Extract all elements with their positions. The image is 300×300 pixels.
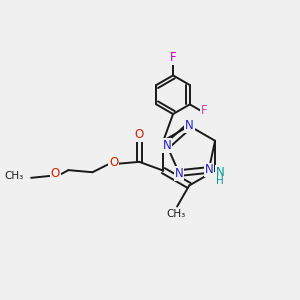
Text: F: F <box>170 51 176 64</box>
Text: CH₃: CH₃ <box>166 209 185 219</box>
Text: N: N <box>216 167 224 179</box>
Text: N: N <box>205 164 213 176</box>
Text: H: H <box>216 176 224 186</box>
Text: CH₃: CH₃ <box>4 171 23 182</box>
Text: O: O <box>109 156 119 169</box>
Text: O: O <box>51 167 60 181</box>
Text: N: N <box>163 139 171 152</box>
Text: N: N <box>175 167 184 180</box>
Text: F: F <box>201 104 208 117</box>
Text: O: O <box>135 128 144 141</box>
Text: N: N <box>185 119 194 132</box>
